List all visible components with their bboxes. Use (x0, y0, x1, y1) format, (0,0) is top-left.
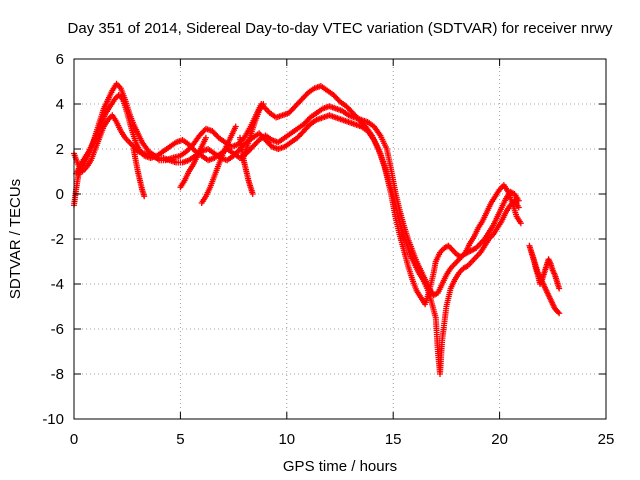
data-point-marker (141, 193, 148, 200)
y-tick-label: -2 (51, 231, 64, 248)
y-tick-label: -10 (42, 411, 64, 428)
x-tick-label: 10 (278, 431, 295, 448)
data-point-marker (555, 309, 562, 316)
series-track-10 (528, 249, 563, 292)
series-track-5 (177, 134, 209, 191)
tick-labels: 0 5 10 15 20 25 -10 -8 -6 -4 -2 0 2 4 6 (42, 51, 614, 448)
series-track-3 (73, 92, 522, 299)
data-point-marker (202, 134, 209, 141)
axis-ticks (73, 58, 607, 420)
y-tick-label: -8 (51, 366, 64, 383)
y-axis-title: SDTVAR / TECUs (7, 179, 24, 299)
data-markers (71, 80, 563, 377)
y-tick-label: 6 (56, 51, 64, 68)
data-point-marker (517, 220, 524, 227)
grid-lines (74, 59, 606, 419)
data-point-marker (515, 204, 522, 211)
y-tick-label: 4 (56, 96, 64, 113)
data-point-marker (515, 197, 522, 204)
data-point-marker (232, 123, 239, 130)
y-tick-label: -6 (51, 321, 64, 338)
x-tick-label: 0 (70, 431, 78, 448)
data-point-marker (556, 310, 563, 317)
x-tick-label: 25 (598, 431, 615, 448)
data-point-marker (260, 101, 267, 107)
y-tick-label: 0 (56, 186, 64, 203)
series-track-6 (198, 123, 239, 206)
x-axis-title: GPS time / hours (283, 458, 397, 475)
x-tick-label: 15 (385, 431, 402, 448)
x-tick-label: 5 (176, 431, 184, 448)
y-tick-label: -4 (51, 276, 64, 293)
chart-title: Day 351 of 2014, Sidereal Day-to-day VTE… (68, 20, 613, 37)
x-tick-label: 20 (491, 431, 508, 448)
data-point-marker (556, 285, 563, 292)
series-track-4 (130, 146, 148, 200)
y-tick-label: 2 (56, 141, 64, 158)
data-point-marker (249, 191, 256, 197)
series-track-8 (239, 101, 267, 164)
